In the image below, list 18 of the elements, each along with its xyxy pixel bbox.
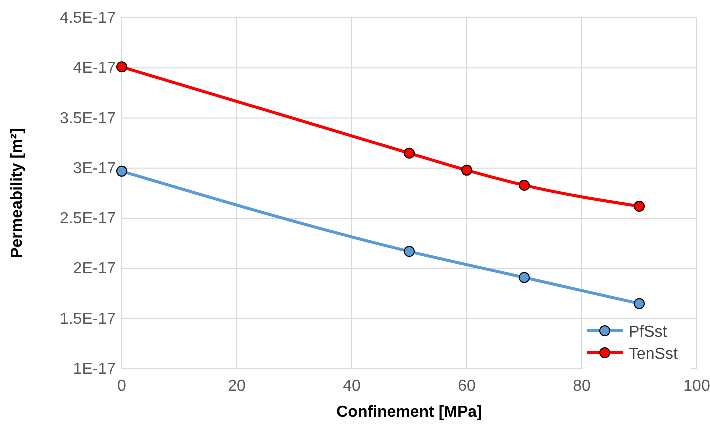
y-tick-label: 3E-17 <box>73 160 116 178</box>
x-tick-label: 80 <box>573 378 591 395</box>
x-tick-label: 20 <box>228 378 246 395</box>
x-tick-label: 100 <box>684 378 710 395</box>
x-tick-label: 40 <box>343 378 361 395</box>
legend-label: PfSst <box>629 324 668 341</box>
y-tick-label: 4.5E-17 <box>60 10 116 27</box>
y-tick-label: 4E-17 <box>73 60 116 78</box>
y-tick-label: 3.5E-17 <box>60 110 116 128</box>
x-axis-title: Confinement [MPa] <box>336 404 482 421</box>
y-tick-label: 1.5E-17 <box>60 310 116 328</box>
x-tick-label: 60 <box>458 378 476 395</box>
x-tick-label: 0 <box>118 378 127 395</box>
y-tick-label: 2E-17 <box>73 260 116 278</box>
y-tick-label: 2.5E-17 <box>60 210 116 228</box>
legend-label: TenSst <box>629 346 678 363</box>
y-axis-title: Permeability [m²] <box>9 128 26 258</box>
y-tick-label: 1E-17 <box>73 361 116 378</box>
